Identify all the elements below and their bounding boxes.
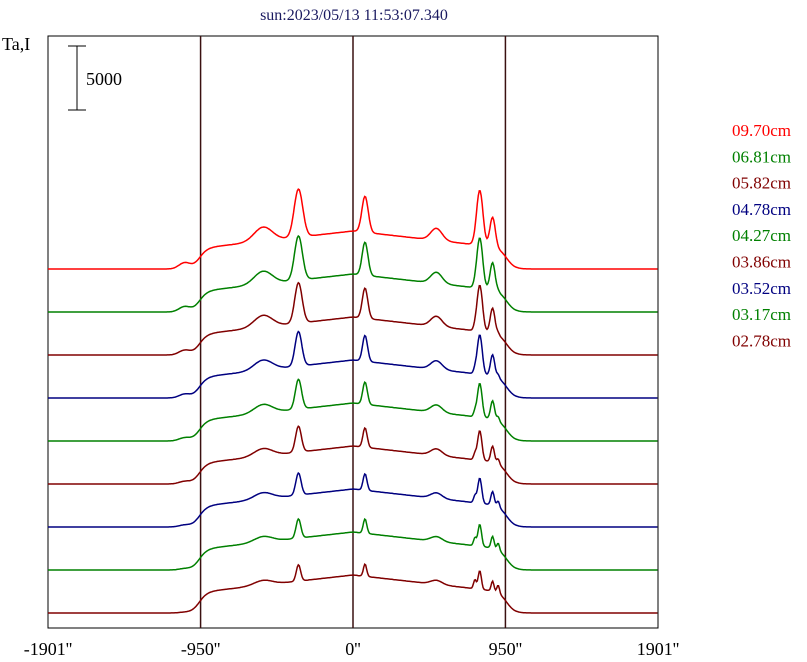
legend-entry: 05.82cm	[732, 174, 791, 193]
series-line-03.52cm	[48, 471, 658, 528]
x-tick-label: 1901''	[637, 639, 680, 659]
x-tick-label: -1901''	[24, 639, 72, 659]
scale-bar-label: 5000	[86, 69, 122, 89]
series-line-04.27cm	[48, 378, 658, 442]
series-line-02.78cm	[48, 563, 658, 614]
legend-entry: 03.52cm	[732, 279, 791, 298]
series-lines	[48, 188, 658, 614]
series-line-09.70cm	[48, 188, 658, 270]
legend-entry: 06.81cm	[732, 147, 791, 166]
legend-entry: 04.78cm	[732, 200, 791, 219]
x-tick-label: -950''	[181, 639, 220, 659]
legend: 09.70cm 06.81cm 05.82cm 04.78cm 04.27cm 03.86…	[732, 121, 791, 350]
legend-entry: 09.70cm	[732, 121, 791, 140]
x-tick-label: 950''	[489, 639, 523, 659]
series-line-06.81cm	[48, 234, 658, 313]
legend-entry: 02.78cm	[732, 331, 791, 350]
y-axis-label: Ta,I	[2, 34, 30, 54]
legend-entry: 03.17cm	[732, 305, 791, 324]
legend-entry: 03.86cm	[732, 253, 791, 272]
vertical-reference-lines	[199, 36, 507, 628]
x-tick-label: 0''	[345, 639, 361, 659]
x-tick-labels: -1901'' -950'' 0'' 950'' 1901''	[24, 639, 679, 659]
series-line-05.82cm	[48, 281, 658, 356]
legend-entry: 04.27cm	[732, 226, 791, 245]
scale-bar: 5000	[68, 45, 122, 111]
series-line-03.86cm	[48, 425, 658, 485]
chart-title: sun:2023/05/13 11:53:07.340	[260, 7, 448, 24]
series-line-04.78cm	[48, 330, 658, 399]
series-line-03.17cm	[48, 517, 658, 571]
